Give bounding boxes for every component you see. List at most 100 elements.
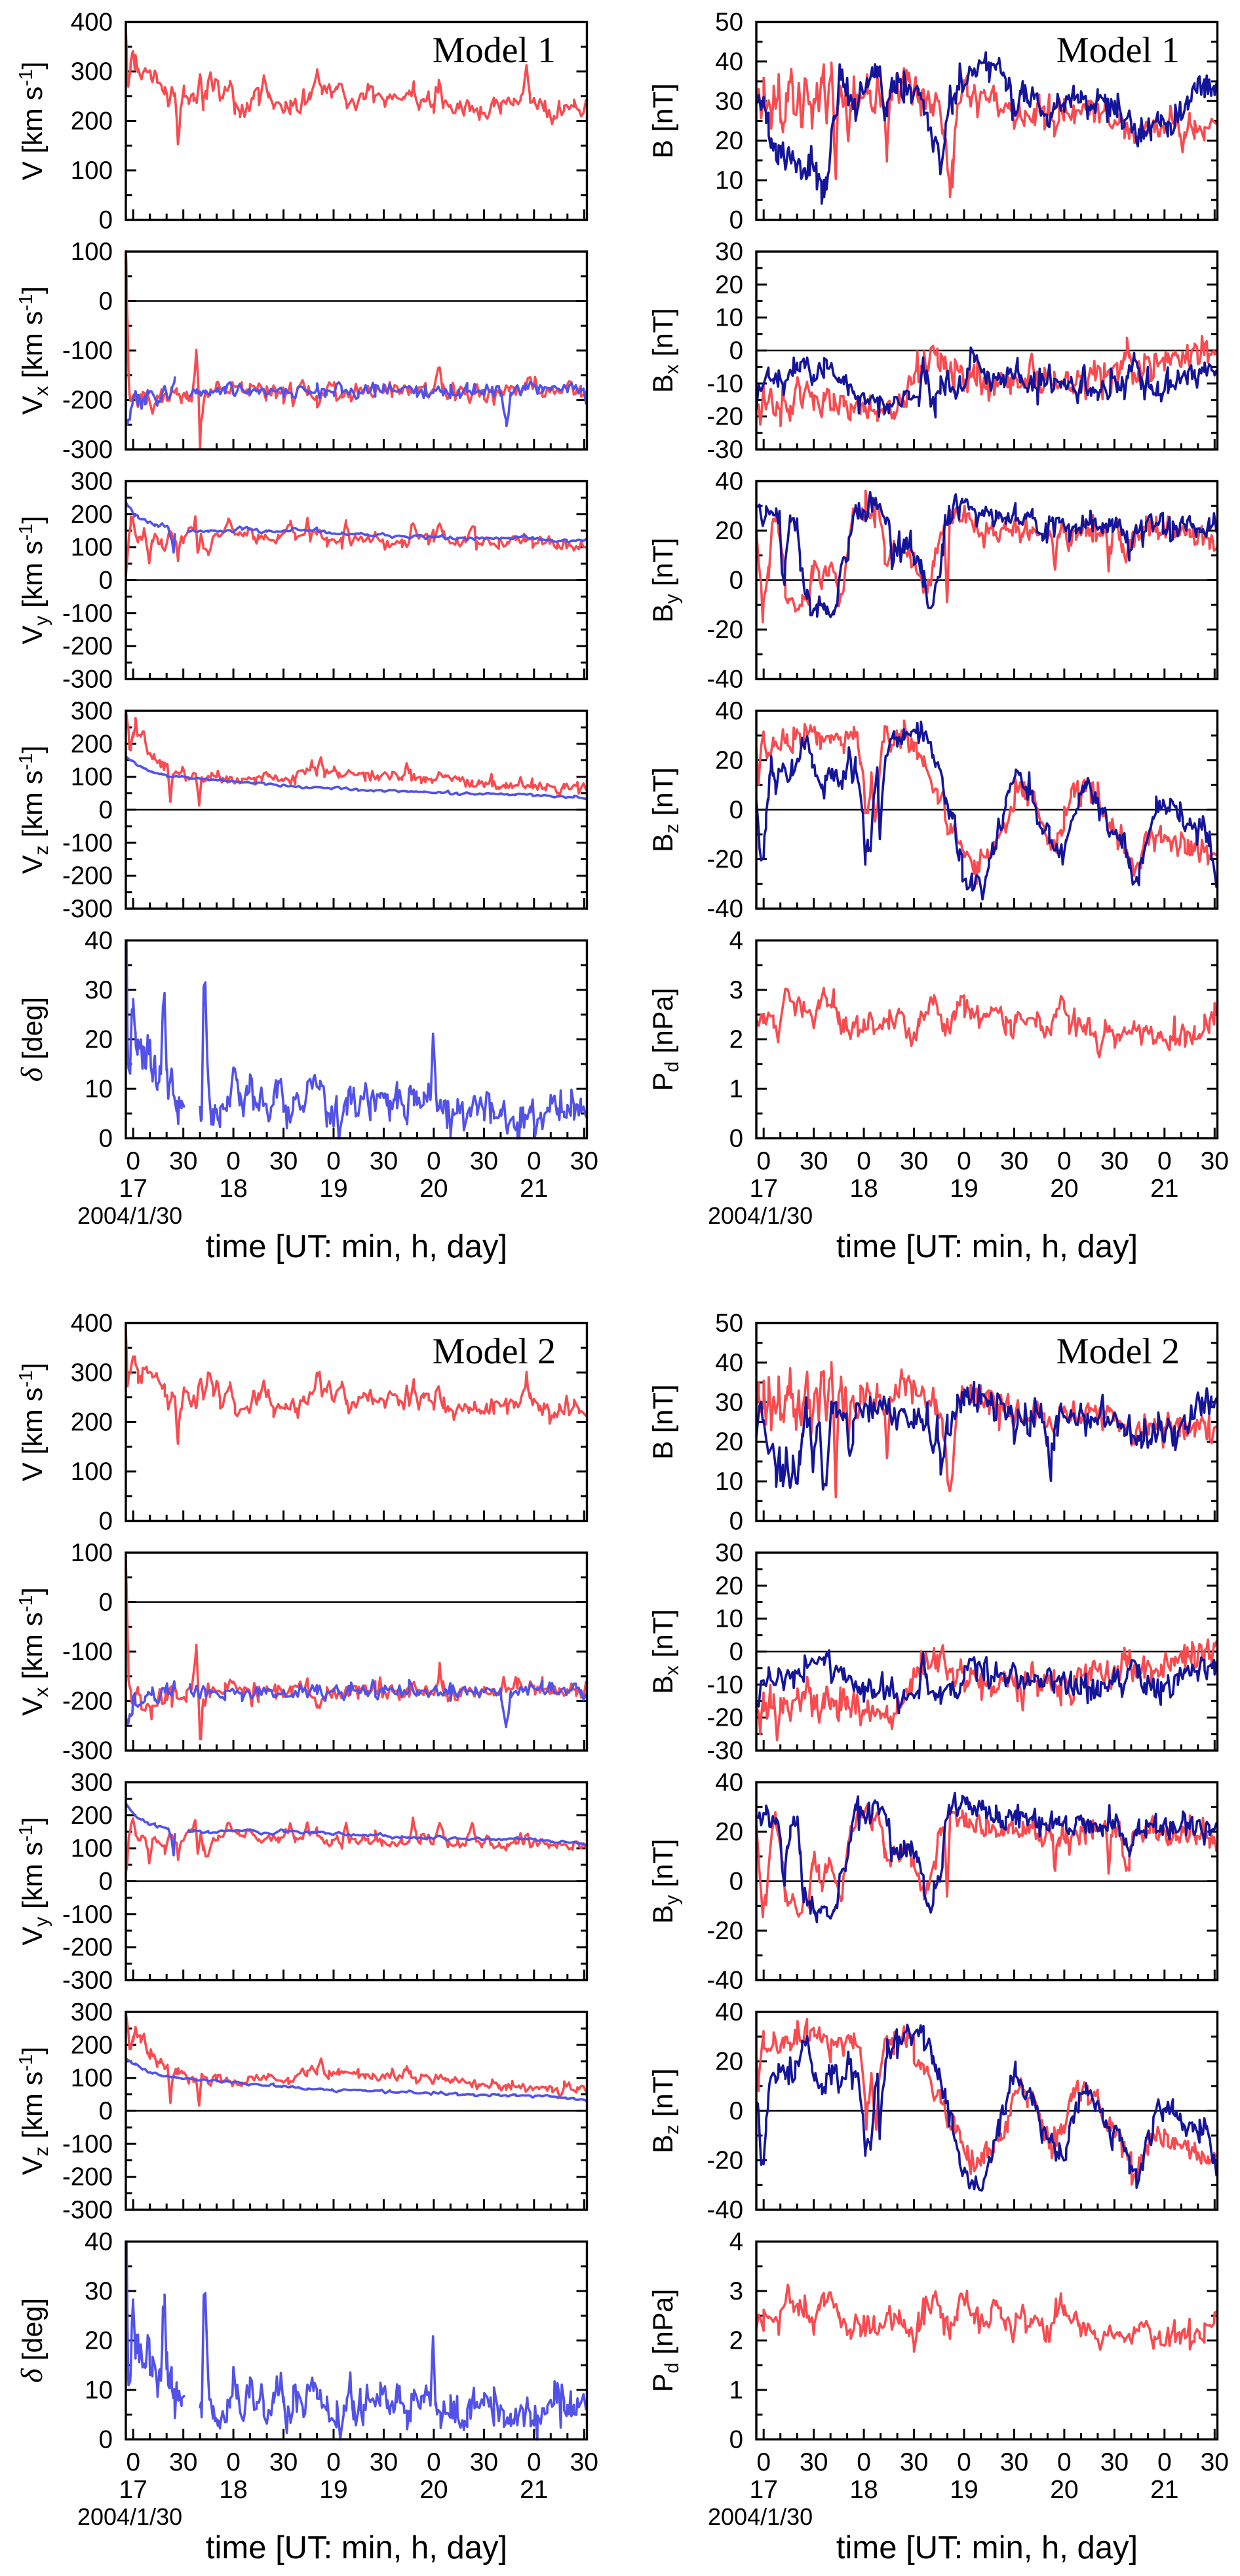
svg-text:0: 0 [1157,1147,1172,1175]
svg-text:Bz [nT]: Bz [nT] [648,767,683,852]
svg-text:100: 100 [71,1458,113,1486]
svg-text:-30: -30 [707,1737,743,1765]
svg-text:-10: -10 [707,369,743,398]
svg-text:-200: -200 [62,1933,113,1961]
svg-text:400: 400 [71,1310,113,1338]
svg-text:30: 30 [85,2277,113,2305]
svg-text:20: 20 [85,2327,113,2355]
svg-text:10: 10 [715,166,743,195]
svg-text:0: 0 [729,796,743,824]
svg-text:-100: -100 [62,337,113,365]
svg-text:30: 30 [269,2448,298,2476]
svg-text:30: 30 [715,87,743,115]
svg-text:20: 20 [715,1428,743,1456]
svg-text:200: 200 [71,501,113,529]
svg-text:10: 10 [85,2376,113,2404]
svg-text:100: 100 [71,2064,113,2093]
svg-text:30: 30 [1000,2448,1028,2476]
svg-text:30: 30 [1201,2448,1229,2476]
svg-text:-200: -200 [62,1688,113,1716]
svg-text:δ [deg]: δ [deg] [15,2298,49,2383]
svg-text:300: 300 [71,1769,113,1797]
svg-text:0: 0 [729,337,743,365]
svg-text:0: 0 [957,1147,971,1175]
svg-text:Model 2: Model 2 [433,1331,556,1372]
svg-text:21: 21 [1150,1175,1178,1203]
svg-text:30: 30 [570,2448,598,2476]
svg-text:Model 2: Model 2 [1056,1331,1180,1372]
svg-text:δ [deg]: δ [deg] [15,997,49,1082]
svg-text:0: 0 [1057,1147,1072,1175]
svg-text:0: 0 [226,1147,241,1175]
svg-text:0: 0 [729,1868,743,1896]
svg-text:time [UT: min, h, day]: time [UT: min, h, day] [836,1229,1138,1264]
svg-text:100: 100 [71,157,113,185]
svg-text:40: 40 [715,48,743,76]
svg-text:By [nT]: By [nT] [648,1839,683,1924]
svg-text:0: 0 [729,2097,743,2125]
svg-text:0: 0 [126,2448,140,2476]
svg-text:17: 17 [119,2476,147,2504]
svg-text:0: 0 [527,2448,541,2476]
svg-text:1: 1 [729,2376,743,2404]
svg-text:300: 300 [71,58,113,86]
svg-text:Bx [nT]: Bx [nT] [648,308,683,393]
svg-text:30: 30 [1201,1147,1229,1175]
svg-text:19: 19 [950,2476,978,2504]
svg-text:0: 0 [99,1868,113,1896]
svg-text:time [UT: min, h, day]: time [UT: min, h, day] [206,1229,507,1264]
svg-text:10: 10 [715,1468,743,1496]
svg-text:-40: -40 [707,895,743,923]
svg-text:2004/1/30: 2004/1/30 [77,2503,182,2530]
svg-text:-20: -20 [707,846,743,874]
svg-text:0: 0 [427,1147,441,1175]
svg-text:-300: -300 [62,1737,113,1765]
svg-text:-300: -300 [62,2196,113,2224]
svg-text:30: 30 [269,1147,298,1175]
svg-text:40: 40 [715,1998,743,2026]
svg-text:300: 300 [71,468,113,496]
svg-text:0: 0 [427,2448,441,2476]
svg-text:1: 1 [729,1075,743,1103]
svg-text:0: 0 [99,567,113,595]
svg-text:200: 200 [71,730,113,758]
svg-text:-200: -200 [62,632,113,660]
svg-text:-40: -40 [707,1967,743,1995]
svg-text:0: 0 [1057,2448,1072,2476]
svg-text:30: 30 [370,2448,398,2476]
svg-text:B [nT]: B [nT] [648,1384,679,1460]
svg-text:0: 0 [957,2448,971,2476]
svg-text:18: 18 [849,2476,878,2504]
svg-text:-10: -10 [707,1671,743,1699]
svg-text:30: 30 [715,1388,743,1416]
svg-text:2: 2 [729,2327,743,2355]
svg-text:400: 400 [71,9,113,37]
svg-text:18: 18 [849,1175,878,1203]
svg-text:200: 200 [71,1409,113,1437]
svg-text:-30: -30 [707,436,743,464]
svg-text:Bx [nT]: Bx [nT] [648,1609,683,1694]
svg-text:30: 30 [85,976,113,1004]
svg-text:19: 19 [319,2476,347,2504]
svg-text:30: 30 [370,1147,398,1175]
svg-text:4: 4 [729,2228,743,2256]
svg-text:18: 18 [219,2476,247,2504]
svg-text:-300: -300 [62,895,113,923]
svg-text:17: 17 [119,1175,147,1203]
svg-text:0: 0 [729,1125,743,1153]
svg-text:-200: -200 [62,2163,113,2191]
svg-text:0: 0 [1157,2448,1172,2476]
svg-text:0: 0 [756,2448,771,2476]
svg-text:-100: -100 [62,829,113,857]
svg-text:30: 30 [470,1147,498,1175]
svg-text:3: 3 [729,2277,743,2305]
svg-text:300: 300 [71,697,113,725]
svg-text:0: 0 [99,1507,113,1536]
svg-text:10: 10 [715,304,743,332]
svg-text:21: 21 [1150,2476,1178,2504]
svg-text:-100: -100 [62,1638,113,1666]
svg-text:21: 21 [520,1175,548,1203]
svg-text:20: 20 [1050,1175,1078,1203]
svg-text:4: 4 [729,927,743,955]
svg-text:-40: -40 [707,2196,743,2224]
